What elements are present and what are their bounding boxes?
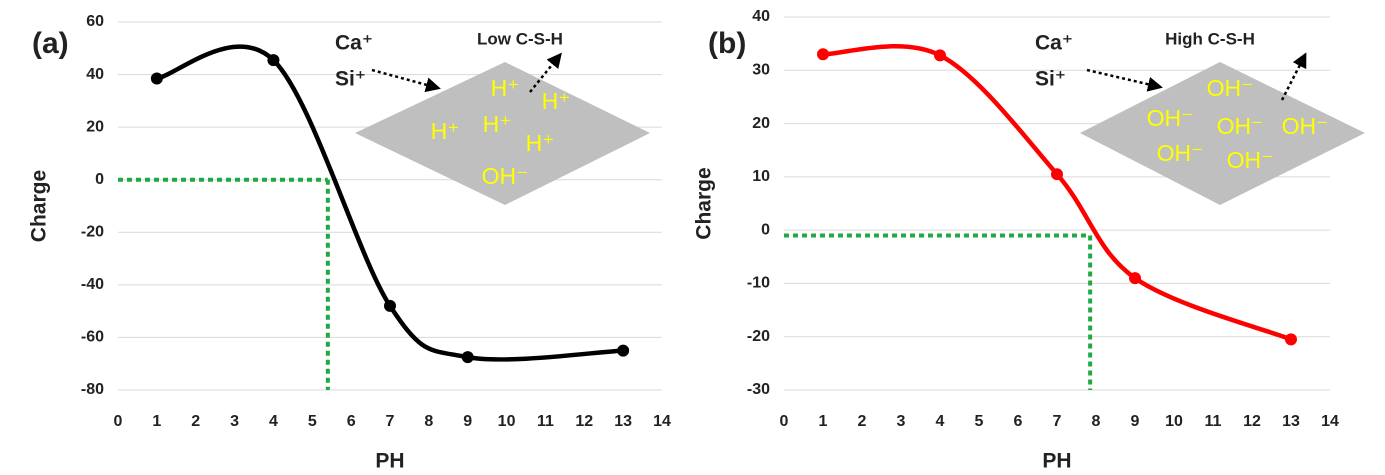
- y-tick-label: 20: [752, 115, 770, 132]
- x-tick-label: 6: [347, 413, 356, 430]
- ion-label: OH⁻: [1282, 113, 1329, 139]
- annotation: Low C-S-H: [477, 29, 563, 48]
- panel-label: (a): [32, 27, 69, 60]
- y-tick-label: -20: [747, 328, 770, 345]
- data-point: [1051, 168, 1063, 180]
- x-tick-label: 14: [653, 413, 671, 430]
- y-axis-label: Charge: [28, 170, 51, 242]
- y-tick-label: 10: [752, 168, 770, 185]
- ion-label: OH⁻: [1217, 113, 1264, 139]
- x-tick-label: 1: [152, 413, 161, 430]
- y-tick-label: -80: [81, 381, 104, 398]
- x-tick-label: 5: [308, 413, 317, 430]
- x-tick-label: 3: [897, 413, 906, 430]
- x-tick-label: 3: [230, 413, 239, 430]
- arrow: [1087, 70, 1160, 87]
- data-point: [617, 345, 629, 357]
- x-tick-label: 1: [819, 413, 828, 430]
- x-tick-label: 9: [1131, 413, 1140, 430]
- y-tick-label: 0: [95, 171, 104, 188]
- x-tick-label: 12: [575, 413, 593, 430]
- y-tick-label: 30: [752, 62, 770, 79]
- x-tick-label: 11: [537, 413, 554, 430]
- figure: -80-60-40-20020406001234567891011121314P…: [0, 0, 1385, 475]
- x-tick-label: 10: [1165, 413, 1183, 430]
- x-axis-label: PH: [1042, 450, 1071, 473]
- x-tick-label: 10: [498, 413, 516, 430]
- x-tick-label: 2: [191, 413, 200, 430]
- ion-label: H⁺: [483, 111, 512, 137]
- x-tick-label: 13: [1282, 413, 1300, 430]
- y-tick-label: 60: [86, 13, 104, 30]
- y-tick-label: -30: [747, 381, 770, 398]
- x-tick-label: 0: [114, 413, 123, 430]
- data-point: [934, 49, 946, 61]
- y-axis-label: Charge: [693, 167, 716, 239]
- ion-label: OH⁻: [1147, 105, 1194, 131]
- x-tick-label: 14: [1321, 413, 1339, 430]
- x-tick-label: 0: [780, 413, 789, 430]
- y-tick-label: 40: [752, 8, 770, 25]
- ion-label: H⁺: [491, 75, 520, 101]
- y-tick-label: -40: [81, 276, 104, 293]
- annotation: High C-S-H: [1165, 29, 1255, 48]
- annotation: Si⁺: [335, 68, 366, 91]
- x-tick-label: 4: [936, 413, 945, 430]
- x-tick-label: 7: [386, 413, 395, 430]
- data-point: [817, 48, 829, 60]
- y-tick-label: 0: [761, 221, 770, 238]
- ion-label: OH⁻: [1207, 75, 1254, 101]
- y-tick-label: -60: [81, 329, 104, 346]
- x-tick-label: 5: [975, 413, 984, 430]
- ion-label: OH⁻: [1227, 147, 1274, 173]
- x-tick-label: 9: [463, 413, 472, 430]
- x-tick-label: 2: [858, 413, 867, 430]
- x-tick-label: 12: [1243, 413, 1261, 430]
- ion-label: H⁺: [526, 130, 555, 156]
- x-tick-label: 4: [269, 413, 278, 430]
- annotation: Ca⁺: [335, 32, 373, 55]
- annotation: Si⁺: [1035, 68, 1066, 91]
- data-point: [462, 351, 474, 363]
- x-axis-label: PH: [375, 450, 404, 473]
- y-tick-label: 40: [86, 66, 104, 83]
- data-point: [384, 300, 396, 312]
- x-tick-label: 6: [1014, 413, 1023, 430]
- x-tick-label: 8: [1092, 413, 1101, 430]
- ion-label: H⁺: [542, 88, 571, 114]
- ion-label: H⁺: [431, 118, 460, 144]
- annotation: Ca⁺: [1035, 32, 1073, 55]
- y-tick-label: 20: [86, 118, 104, 135]
- ion-label: OH⁻: [1157, 140, 1204, 166]
- x-tick-label: 8: [424, 413, 433, 430]
- arrow: [1282, 55, 1305, 100]
- ion-label: OH⁻: [482, 163, 529, 189]
- x-tick-label: 7: [1053, 413, 1062, 430]
- y-tick-label: -10: [747, 275, 770, 292]
- panel-label: (b): [708, 27, 746, 60]
- data-point: [1285, 333, 1297, 345]
- y-tick-label: -20: [81, 224, 104, 241]
- data-point: [1129, 272, 1141, 284]
- x-tick-label: 11: [1205, 413, 1222, 430]
- data-point: [267, 54, 279, 66]
- data-point: [151, 73, 163, 85]
- x-tick-label: 13: [614, 413, 632, 430]
- arrow: [372, 70, 438, 88]
